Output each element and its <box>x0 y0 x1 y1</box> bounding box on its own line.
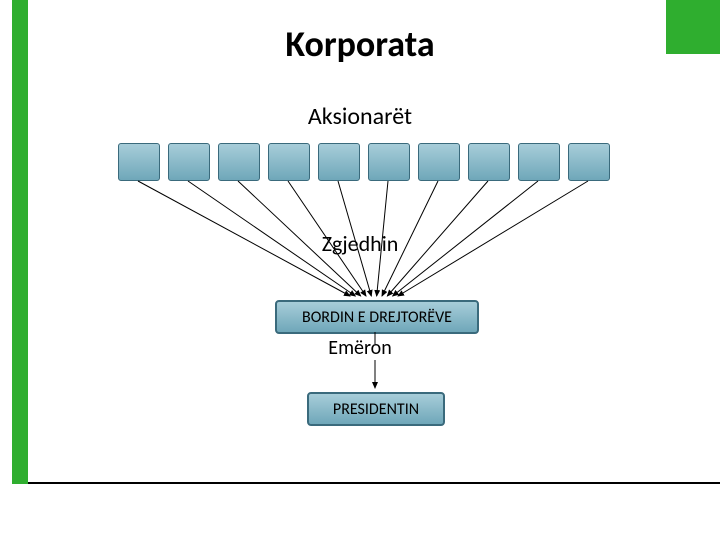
shareholders-label: Aksionarët <box>0 102 720 131</box>
slide: Korporata Aksionarët Zgjedhin Emëron BOR… <box>0 0 720 540</box>
elect-label: Zgjedhin <box>0 230 720 257</box>
appoints-label: Emëron <box>0 336 720 360</box>
shareholder-box <box>568 143 610 181</box>
arrow-layer <box>0 0 720 540</box>
board-box-label: BORDIN E DREJTORËVE <box>302 308 452 327</box>
president-box-label: PRESIDENTIN <box>333 400 419 419</box>
shareholder-box <box>168 143 210 181</box>
shareholder-box <box>468 143 510 181</box>
shareholder-box <box>118 143 160 181</box>
shareholder-box <box>268 143 310 181</box>
page-title: Korporata <box>0 22 720 66</box>
bottom-rule <box>28 482 720 484</box>
board-box: BORDIN E DREJTORËVE <box>275 300 479 334</box>
president-box: PRESIDENTIN <box>307 392 445 426</box>
shareholder-box <box>418 143 460 181</box>
shareholder-box <box>368 143 410 181</box>
shareholder-box <box>318 143 360 181</box>
shareholder-box <box>518 143 560 181</box>
shareholder-box <box>218 143 260 181</box>
